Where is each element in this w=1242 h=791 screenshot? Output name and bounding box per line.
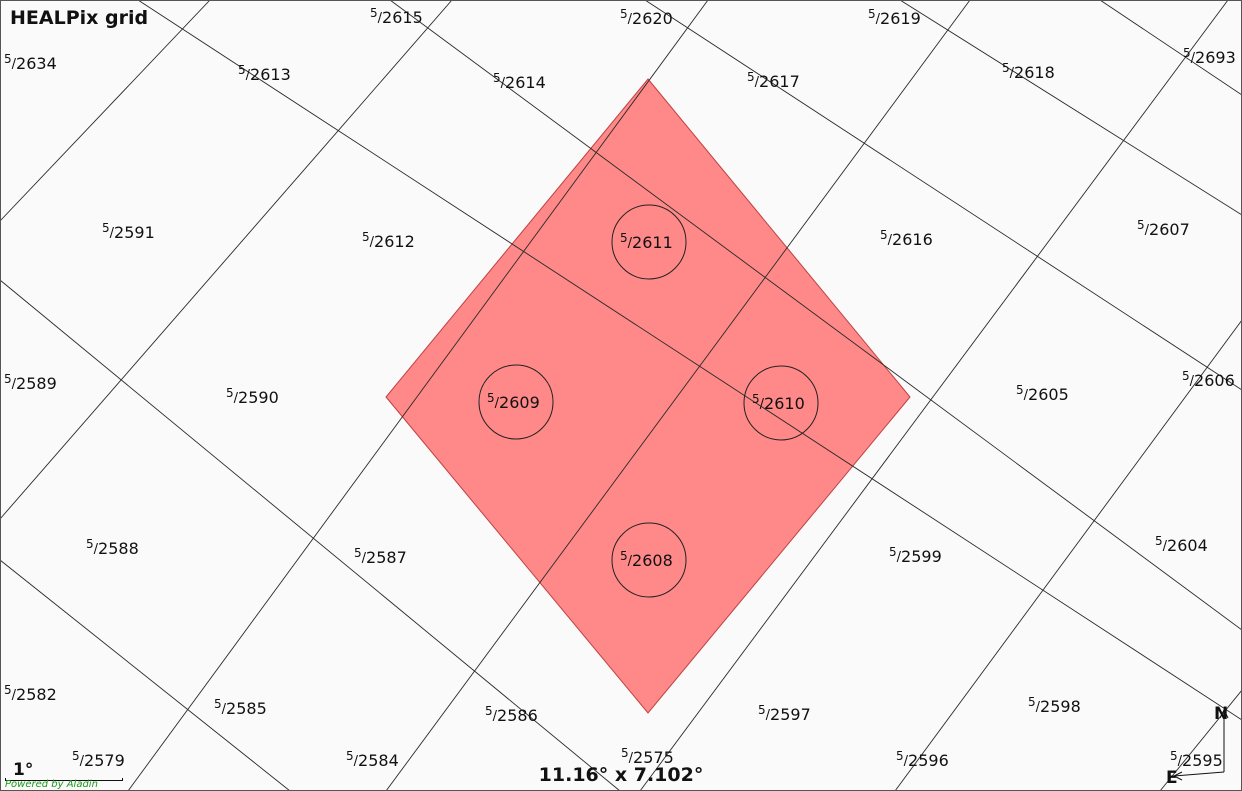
- cell-label: 5/2587: [354, 546, 407, 567]
- cell-label: 5/2599: [889, 545, 942, 566]
- cell-label: 5/2582: [4, 683, 57, 704]
- grid-line: [644, 0, 1242, 391]
- compass-north-label: N: [1214, 704, 1229, 724]
- cell-label: 5/2618: [1002, 61, 1055, 82]
- grid-line: [0, 0, 453, 520]
- cell-label: 5/2693: [1183, 46, 1236, 67]
- cell-label: 5/2589: [4, 372, 57, 393]
- scale-bar: [5, 778, 123, 781]
- grid-line: [0, 0, 211, 222]
- grid-line: [894, 319, 1242, 791]
- cell-label: 5/2585: [214, 697, 267, 718]
- cell-label: 5/2607: [1137, 218, 1190, 239]
- selected-cell-circle: [611, 204, 687, 280]
- scale-label: 1°: [13, 760, 34, 780]
- grid-line: [639, 0, 1229, 791]
- cell-label: 5/2611: [620, 231, 673, 252]
- cell-label: 5/2609: [487, 391, 540, 412]
- cell-labels: 5/2634 5/2615 5/2620 5/2619 5/2693 5/2613 5/26…: [4, 6, 1236, 770]
- layer-title: HEALPix grid: [10, 7, 149, 29]
- grid-line: [137, 0, 1242, 721]
- field-of-view-label: 11.16° x 7.102°: [538, 764, 704, 786]
- compass-east-label: E: [1166, 768, 1178, 788]
- grid-line: [389, 0, 1242, 631]
- cell-label: 5/2595: [1170, 749, 1223, 770]
- cell-label: 5/2619: [868, 7, 921, 28]
- cell-label: 5/2617: [747, 70, 800, 91]
- grid-line: [1099, 0, 1242, 96]
- cell-label: 5/2579: [72, 749, 125, 770]
- cell-label: 5/2608: [620, 549, 673, 570]
- cell-label: 5/2588: [86, 537, 139, 558]
- cell-label: 5/2614: [493, 71, 546, 92]
- cell-label: 5/2605: [1016, 383, 1069, 404]
- cell-label: 5/2591: [102, 221, 155, 242]
- grid-line: [127, 0, 709, 791]
- selected-region[interactable]: [385, 78, 911, 714]
- selected-cell-markers: [478, 204, 819, 598]
- grid-line: [899, 0, 1242, 216]
- cell-label: 5/2613: [238, 63, 291, 84]
- cell-label: 5/2584: [346, 749, 399, 770]
- cell-label: 5/2616: [880, 228, 933, 249]
- cell-label: 5/2610: [752, 392, 805, 413]
- grid-line: [385, 0, 971, 791]
- selected-cell-circle: [743, 365, 819, 441]
- cell-label: 5/2598: [1028, 695, 1081, 716]
- cell-label: 5/2590: [226, 386, 279, 407]
- compass-arrows-icon: [1172, 708, 1229, 781]
- cell-label: 5/2596: [896, 749, 949, 770]
- cell-label: 5/2597: [758, 703, 811, 724]
- grid-line: [0, 279, 621, 791]
- cell-label: 5/2606: [1182, 369, 1235, 390]
- cell-label: 5/2612: [362, 230, 415, 251]
- powered-by-link[interactable]: Powered by Aladin: [5, 779, 98, 790]
- cell-label: 5/2586: [485, 704, 538, 725]
- cell-label: 5/2575: [621, 746, 674, 767]
- cell-label: 5/2604: [1155, 534, 1208, 555]
- cell-label: 5/2634: [4, 52, 57, 73]
- cell-label: 5/2615: [370, 6, 423, 27]
- selected-cell-circle: [478, 364, 554, 440]
- grid-line: [1159, 689, 1242, 791]
- selected-cell-circle: [611, 522, 687, 598]
- cell-label: 5/2620: [620, 7, 673, 28]
- grid-line: [0, 559, 291, 791]
